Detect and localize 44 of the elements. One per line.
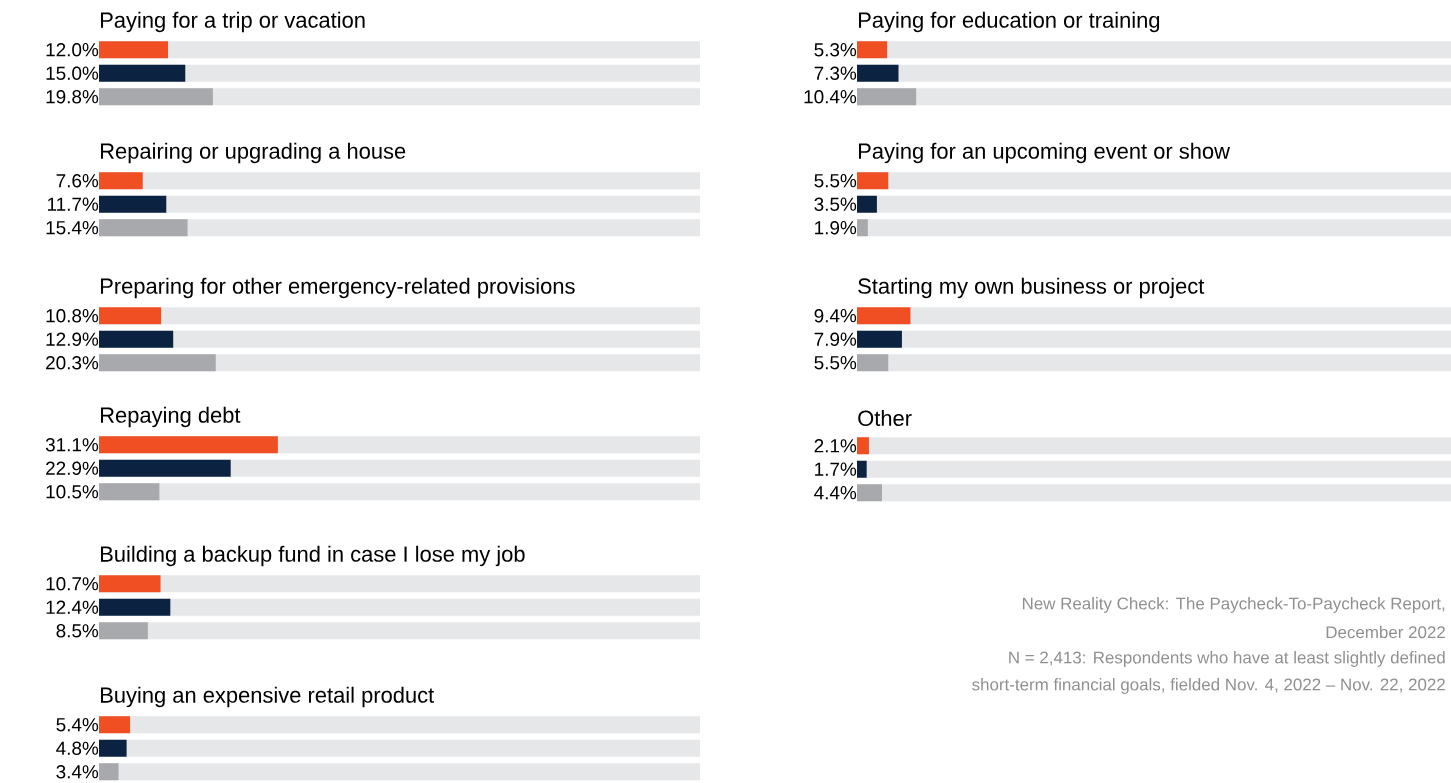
- data-label: 10.8%: [46, 309, 99, 323]
- chart-title: Other: [858, 409, 912, 427]
- chart-title: Paying for an upcoming event or show: [859, 142, 1230, 164]
- data-label: 10.5%: [46, 485, 99, 499]
- chart-title: Starting my own business or project: [858, 277, 1205, 299]
- chart-title: Repaying debt: [101, 406, 241, 428]
- data-label: 5.5%: [814, 356, 857, 370]
- data-label: 20.3%: [46, 356, 99, 370]
- data-label: 4.8%: [56, 741, 99, 755]
- data-label: 1.7%: [815, 462, 857, 476]
- data-label: 1.9%: [815, 221, 857, 235]
- chart-title: Building a backup fund in case I lose my job: [101, 545, 525, 567]
- chart-title: Buying an expensive retail product: [101, 686, 435, 708]
- data-label: 12.0%: [46, 43, 99, 57]
- data-label: 3.4%: [56, 765, 99, 779]
- data-label: 15.4%: [46, 221, 99, 235]
- text: December 2022: [1326, 625, 1445, 639]
- data-label: 22.9%: [46, 461, 99, 475]
- data-label: 10.7%: [46, 577, 99, 591]
- data-label: 7.6%: [56, 174, 99, 188]
- chart-title: Paying for education or training: [859, 11, 1160, 33]
- text: short-term financial goals, fielded Nov. 4, 2022 – Nov. 22, 2022: [972, 678, 1445, 694]
- chart-title: Repairing or upgrading a house: [101, 142, 406, 164]
- data-label: 12.9%: [46, 332, 99, 346]
- data-label: 31.1%: [45, 438, 99, 452]
- data-label: 19.8%: [46, 90, 99, 104]
- data-label: 8.5%: [56, 624, 99, 638]
- data-label: 4.4%: [814, 486, 857, 500]
- data-label: 11.7%: [47, 197, 99, 211]
- data-label: 5.3%: [814, 43, 857, 57]
- data-label: 5.5%: [814, 174, 857, 188]
- data-label: 7.3%: [814, 66, 857, 80]
- data-label: 3.5%: [814, 197, 857, 211]
- chart-title: Paying for a trip or vacation: [101, 11, 365, 33]
- data-label: 10.4%: [804, 90, 857, 104]
- text: New Reality Check: The Paycheck-To-Paycheck Report,: [1022, 597, 1445, 613]
- data-label: 5.4%: [56, 718, 99, 732]
- data-label: 2.1%: [814, 439, 857, 453]
- data-label: 15.0%: [46, 66, 99, 80]
- data-label: 12.4%: [46, 600, 99, 614]
- text: N = 2,413: Respondents who have at least slightly defined: [1009, 651, 1445, 667]
- chart-title: Preparing for other emergency-related provisions: [101, 277, 575, 299]
- data-label: 9.4%: [814, 309, 857, 323]
- data-label: 7.9%: [814, 332, 857, 346]
